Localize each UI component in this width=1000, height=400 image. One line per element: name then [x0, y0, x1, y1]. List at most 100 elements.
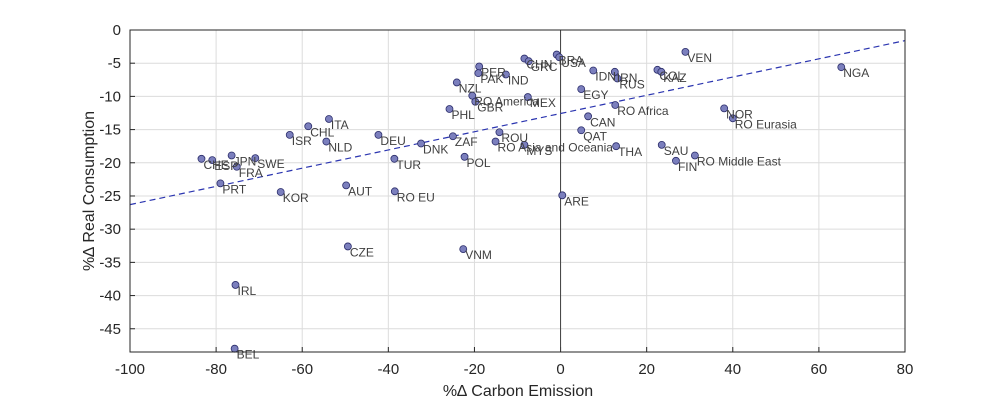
data-point — [728, 114, 737, 123]
data-point-label: KAZ — [663, 71, 686, 85]
data-point-label: RO Asia and Oceania — [498, 141, 614, 155]
data-point — [690, 151, 699, 160]
plot-area — [130, 30, 905, 352]
data-point-label: MEX — [530, 96, 556, 110]
data-point-label: SAU — [664, 144, 689, 158]
data-point-label: DEU — [380, 134, 405, 148]
data-point — [612, 142, 620, 151]
data-point-label: NGA — [843, 66, 869, 80]
data-point-label: NZL — [459, 81, 482, 95]
data-point — [459, 245, 468, 253]
y-tick-label: -5 — [108, 55, 121, 72]
data-point — [577, 126, 586, 135]
data-point-label: BRA — [559, 54, 584, 68]
data-point-label: VEN — [687, 51, 712, 65]
data-point-label: RO EU — [397, 190, 435, 204]
x-axis-title: %∆ Carbon Emission — [443, 383, 593, 400]
x-tick-label: -100 — [115, 361, 145, 378]
data-point — [471, 97, 480, 106]
data-point-label: CHN — [526, 58, 552, 72]
data-point-label: BEL — [237, 348, 260, 362]
data-point — [501, 70, 510, 79]
y-tick-label: -15 — [99, 122, 121, 139]
data-point — [460, 152, 469, 161]
data-point — [577, 85, 586, 93]
x-tick-label: -60 — [291, 361, 313, 378]
data-point — [452, 78, 461, 87]
data-point — [325, 115, 333, 123]
data-point — [251, 154, 260, 163]
data-point-label: IND — [508, 73, 529, 87]
data-point — [584, 112, 593, 121]
data-point — [342, 181, 351, 190]
data-point-label: CZE — [350, 245, 374, 259]
data-point-label: RUS — [619, 77, 644, 91]
data-point-label: THA — [618, 145, 642, 159]
data-point — [216, 179, 225, 188]
data-point-label: JPN — [234, 154, 257, 168]
y-tick-label: -45 — [99, 321, 121, 338]
data-point — [672, 156, 680, 165]
data-point-label: MYS — [526, 144, 552, 158]
x-tick-labels: -100 -80 -60 -40 -20 0 20 40 60 80 — [115, 361, 913, 378]
data-point-label: RO Eurasia — [735, 117, 797, 131]
data-point — [589, 66, 598, 75]
y-tick-label: -40 — [99, 288, 121, 305]
x-tick-label: -80 — [205, 361, 227, 378]
data-point — [227, 151, 236, 160]
data-point-label: CHL — [310, 125, 334, 139]
data-point-label: NOR — [726, 107, 753, 121]
data-point-label: IRL — [237, 284, 256, 298]
data-point-label: PER — [481, 66, 506, 80]
data-point — [417, 139, 425, 148]
trend-line — [129, 40, 906, 206]
data-point — [390, 187, 399, 196]
data-point — [231, 281, 240, 289]
data-point-label: IRN — [617, 71, 638, 85]
x-tick-label: 0 — [556, 361, 564, 378]
data-point-label: QAT — [583, 129, 607, 143]
x-tick-label: -20 — [464, 361, 486, 378]
data-point — [468, 91, 477, 100]
data-point-label: DNK — [423, 143, 448, 157]
data-point-label: RO Middle East — [697, 154, 782, 168]
data-point-label: NLD — [328, 141, 352, 155]
data-point — [285, 130, 294, 139]
y-axis-title: %∆ Real Consumption — [81, 111, 98, 271]
data-point-label: GBR — [477, 101, 503, 115]
data-point — [390, 154, 399, 163]
data-point-label: ROU — [501, 131, 528, 145]
data-point — [208, 156, 217, 165]
data-point-label: COL — [659, 69, 684, 83]
data-point-label: FIN — [678, 160, 697, 174]
trend-line-layer — [129, 40, 906, 206]
data-point-label: ZAF — [455, 135, 478, 149]
x-tick-label: -40 — [377, 361, 399, 378]
data-point-label: IDN — [595, 69, 616, 83]
x-tick-label: 60 — [811, 361, 828, 378]
data-point — [322, 137, 331, 146]
data-point — [657, 140, 666, 149]
x-tick-label: 40 — [724, 361, 741, 378]
data-point-label: ITA — [331, 118, 349, 132]
data-point-label: EGY — [583, 88, 608, 102]
data-point — [495, 128, 504, 137]
data-point-label: CHE — [203, 158, 228, 172]
data-point-label: PHL — [451, 108, 475, 122]
y-tick-labels: 0 -5 -10 -15 -20 -25 -30 -35 -40 -45 — [99, 22, 121, 338]
data-points — [197, 48, 846, 353]
data-point — [558, 191, 567, 200]
y-tick-label: -20 — [99, 155, 121, 172]
data-point-label: KOR — [283, 191, 309, 205]
y-tick-label: -10 — [99, 88, 121, 105]
data-point — [474, 69, 483, 78]
plot-frame — [129, 29, 906, 353]
data-point — [611, 101, 620, 109]
data-point-label: PRT — [222, 182, 246, 196]
data-point-label: TUR — [396, 158, 421, 172]
y-tick-label: -25 — [99, 188, 121, 205]
data-point-label: ARE — [564, 194, 589, 208]
data-point-label: VNM — [465, 248, 492, 262]
data-point — [613, 74, 622, 83]
